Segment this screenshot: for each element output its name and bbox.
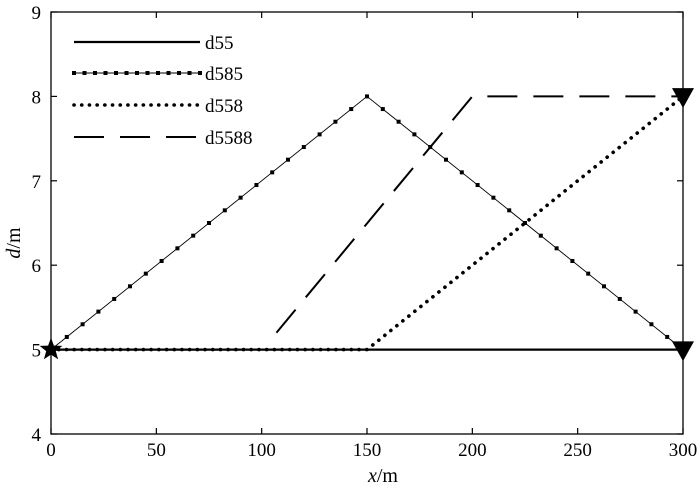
- series-point-d585: [222, 208, 227, 213]
- legend-label-d585: d585: [205, 64, 243, 85]
- series-point-d585: [191, 233, 196, 238]
- series-point-d585: [128, 284, 132, 289]
- x-tick-label: 50: [147, 440, 166, 461]
- legend-marker-d585: [82, 71, 87, 75]
- series-point-d585: [412, 132, 417, 137]
- series-point-d585: [507, 208, 512, 213]
- start-star-marker: [39, 337, 63, 360]
- y-tick-label: 9: [32, 3, 42, 24]
- y-tick-label: 6: [32, 256, 42, 277]
- legend-marker-d585: [177, 71, 181, 75]
- series-point-d585: [96, 309, 101, 314]
- series-point-d585: [586, 271, 591, 276]
- series-point-d585: [365, 94, 369, 99]
- series-point-d585: [633, 309, 638, 314]
- series-point-d585: [617, 296, 622, 301]
- end-triangle-marker: [672, 88, 694, 108]
- legend-marker-d585: [72, 71, 76, 75]
- series-point-d585: [254, 183, 259, 188]
- legend-label-d558: d558: [205, 96, 243, 117]
- series-point-d585: [270, 170, 275, 175]
- legend-marker-d585: [187, 71, 192, 75]
- series-point-d585: [649, 322, 654, 327]
- series-line-d5588: [275, 95, 683, 334]
- y-tick-label: 8: [32, 87, 42, 108]
- x-tick-label: 150: [353, 440, 382, 461]
- legend-marker-d585: [156, 71, 160, 75]
- y-axis-label-unit: /m: [3, 227, 25, 249]
- series-point-d585: [175, 246, 180, 251]
- y-tick-label: 7: [32, 172, 42, 193]
- series-point-d585: [602, 284, 606, 289]
- series-point-d585: [317, 132, 322, 137]
- series-point-d585: [349, 107, 354, 112]
- legend-marker-d585: [103, 71, 108, 75]
- series-point-d585: [459, 170, 464, 175]
- legend-marker-d585: [135, 71, 139, 75]
- legend-marker-d585: [145, 71, 150, 75]
- series-point-d585: [475, 183, 480, 188]
- series-point-d585: [428, 145, 433, 150]
- series-point-d585: [112, 296, 117, 301]
- x-tick-label: 300: [669, 440, 698, 461]
- x-axis-label: x/m: [367, 465, 398, 487]
- series-point-d585: [80, 322, 85, 327]
- legend-label-d55: d55: [205, 33, 234, 54]
- series-point-d585: [570, 258, 575, 263]
- y-axis-label-var: d: [3, 248, 25, 259]
- legend-marker-d585: [198, 71, 202, 75]
- series-point-d585: [396, 119, 401, 124]
- series-point-d585: [491, 195, 496, 200]
- x-axis-label-unit: /m: [377, 465, 399, 487]
- series-point-d585: [333, 119, 338, 124]
- series-point-d585: [64, 334, 69, 339]
- series-point-d585: [286, 157, 290, 162]
- series-point-d585: [554, 246, 559, 251]
- legend-marker-d585: [124, 71, 129, 75]
- series-point-d585: [159, 258, 164, 263]
- legend-label-d5588: d5588: [205, 128, 253, 149]
- series-point-d585: [380, 107, 385, 112]
- series-point-d585: [523, 221, 527, 225]
- y-tick-label: 4: [32, 425, 42, 446]
- x-tick-label: 0: [46, 440, 56, 461]
- series-point-d585: [143, 271, 148, 276]
- end-triangle-marker: [672, 341, 694, 362]
- series-point-d585: [538, 233, 543, 238]
- legend-marker-d585: [93, 71, 97, 75]
- series-point-d585: [444, 157, 448, 162]
- y-axis-label: d/m: [3, 227, 25, 259]
- x-tick-label: 250: [563, 440, 592, 461]
- series-point-d585: [207, 221, 211, 225]
- series-point-d585: [301, 145, 306, 150]
- y-tick-label: 5: [32, 341, 42, 362]
- legend-marker-d585: [166, 71, 171, 75]
- x-axis-label-var: x: [367, 465, 377, 487]
- series-point-d585: [665, 334, 670, 339]
- legend-marker-d585: [114, 71, 118, 75]
- x-tick-label: 100: [247, 440, 276, 461]
- x-tick-label: 200: [458, 440, 487, 461]
- series-point-d585: [238, 195, 243, 200]
